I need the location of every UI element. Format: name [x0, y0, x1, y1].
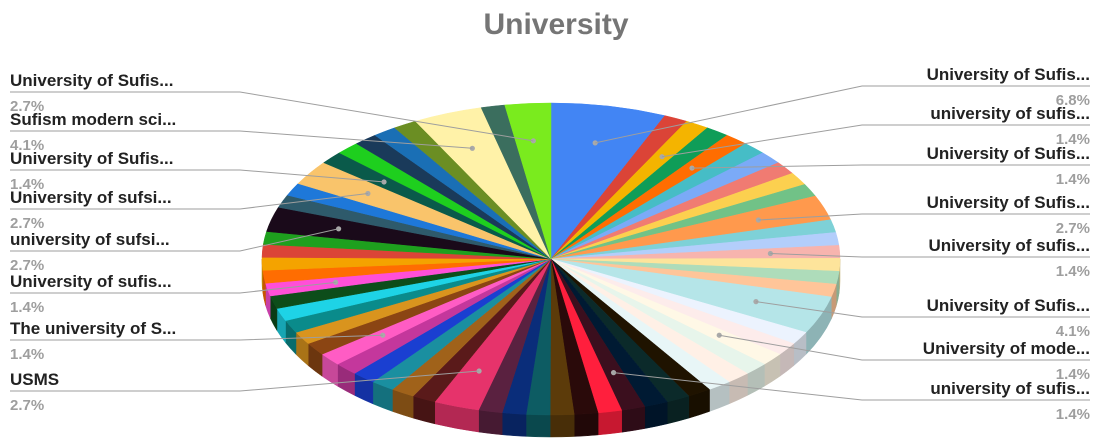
slice-percent: 1.4% [10, 299, 44, 316]
slice-label: USMS [10, 370, 59, 389]
slice-label: Sufism modern sci... [10, 110, 176, 129]
leader-line [770, 253, 1090, 258]
leader-line [595, 85, 1090, 144]
slice-label: The university of S... [10, 319, 176, 338]
slice-label: University of sufsi... [10, 188, 172, 207]
leader-line [758, 213, 1090, 221]
slice-label: University of sufis... [928, 236, 1090, 255]
slice-percent: 1.4% [10, 176, 44, 193]
slice-side [525, 414, 551, 438]
slice-percent: 1.4% [1056, 171, 1090, 188]
slice-percent: 2.7% [1056, 220, 1090, 237]
pie-slice[interactable] [504, 102, 552, 260]
slice-side [501, 412, 527, 437]
slice-label: university of sufis... [930, 379, 1090, 398]
slice-side [549, 414, 575, 438]
slice-percent: 2.7% [10, 215, 44, 232]
slice-percent: 1.4% [1056, 406, 1090, 423]
leader-line [691, 164, 1090, 169]
slice-label: University of Sufis... [10, 71, 173, 90]
slice-label: University of mode... [923, 339, 1090, 358]
slice-label: University of Sufis... [927, 193, 1090, 212]
slice-percent: 2.7% [10, 98, 44, 115]
leader-line [755, 301, 1090, 318]
slice-side [478, 409, 503, 436]
leader-line [661, 124, 1090, 158]
slice-percent: 1.4% [1056, 366, 1090, 383]
slice-label: university of sufis... [930, 104, 1090, 123]
slice-percent: 1.4% [1056, 263, 1090, 280]
leader-line [10, 91, 534, 142]
slice-label: University of Sufis... [927, 65, 1090, 84]
slice-side [597, 409, 622, 436]
slice-percent: 2.7% [10, 257, 44, 274]
slice-percent: 6.8% [1056, 92, 1090, 109]
slice-percent: 1.4% [10, 346, 44, 363]
slice-label: University of Sufis... [927, 144, 1090, 163]
slice-labels: University of Sufis...6.8%university of … [10, 65, 1090, 423]
slice-side [621, 406, 646, 433]
leader-line [10, 281, 336, 294]
leader-line [719, 334, 1090, 361]
pie-side-walls [261, 258, 841, 438]
leader-line [613, 372, 1090, 401]
leader-line [10, 334, 383, 341]
pie-slices [261, 102, 841, 416]
slice-label: University of sufis... [10, 272, 172, 291]
leader-line [10, 370, 480, 392]
slice-percent: 1.4% [1056, 131, 1090, 148]
leader-line [10, 169, 385, 183]
leader-dot [365, 190, 371, 197]
slice-label: University of Sufis... [10, 149, 173, 168]
slice-side [573, 412, 599, 437]
slice-label: University of Sufis... [927, 296, 1090, 315]
slice-percent: 4.1% [1056, 323, 1090, 340]
leader-line [10, 193, 368, 210]
slice-percent: 4.1% [10, 137, 44, 154]
slice-label: university of sufsi... [10, 230, 170, 249]
pie-slice[interactable] [550, 102, 666, 260]
leader-line [10, 130, 473, 149]
slice-percent: 2.7% [10, 397, 44, 414]
leader-line [10, 228, 339, 252]
chart-title: University [483, 8, 628, 41]
